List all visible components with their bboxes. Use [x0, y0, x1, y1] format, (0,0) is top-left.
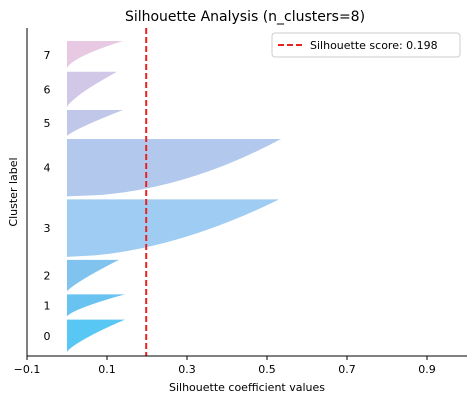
chart-title: Silhouette Analysis (n_clusters=8) [125, 9, 365, 25]
cluster-2-silhouette [67, 259, 119, 292]
legend-label: Silhouette score: 0.198 [310, 39, 438, 52]
legend-box [271, 32, 461, 58]
cluster-4-silhouette [67, 138, 281, 197]
x-tick-label: −0.1 [14, 363, 41, 376]
cluster-label-6: 6 [44, 83, 51, 96]
cluster-3-silhouette [67, 199, 279, 257]
cluster-1-silhouette [67, 294, 125, 317]
cluster-0-silhouette [67, 319, 125, 352]
cluster-6-silhouette [67, 71, 117, 107]
cluster-5-silhouette [67, 110, 123, 136]
legend: Silhouette score: 0.198 [271, 32, 461, 58]
y-axis-label: Cluster label [7, 157, 20, 226]
x-axis-label: Silhouette coefficient values [169, 381, 325, 394]
axes [26, 28, 467, 357]
x-tick-label: 0.5 [258, 363, 276, 376]
x-tick-label: 0.3 [178, 363, 196, 376]
cluster-label-7: 7 [44, 49, 51, 62]
x-ticks: −0.1 0.1 0.3 0.5 0.7 0.9 [14, 356, 436, 376]
plot-area: 0 1 2 3 4 5 6 7 [44, 41, 281, 352]
cluster-label-3: 3 [44, 222, 51, 235]
x-tick-label: 0.9 [418, 363, 436, 376]
cluster-label-4: 4 [44, 162, 51, 175]
cluster-label-5: 5 [44, 117, 51, 130]
x-tick-label: 0.1 [98, 363, 116, 376]
cluster-7-silhouette [67, 41, 123, 69]
cluster-label-1: 1 [44, 299, 51, 312]
cluster-label-2: 2 [44, 270, 51, 283]
cluster-label-0: 0 [44, 330, 51, 343]
x-tick-label: 0.7 [338, 363, 356, 376]
